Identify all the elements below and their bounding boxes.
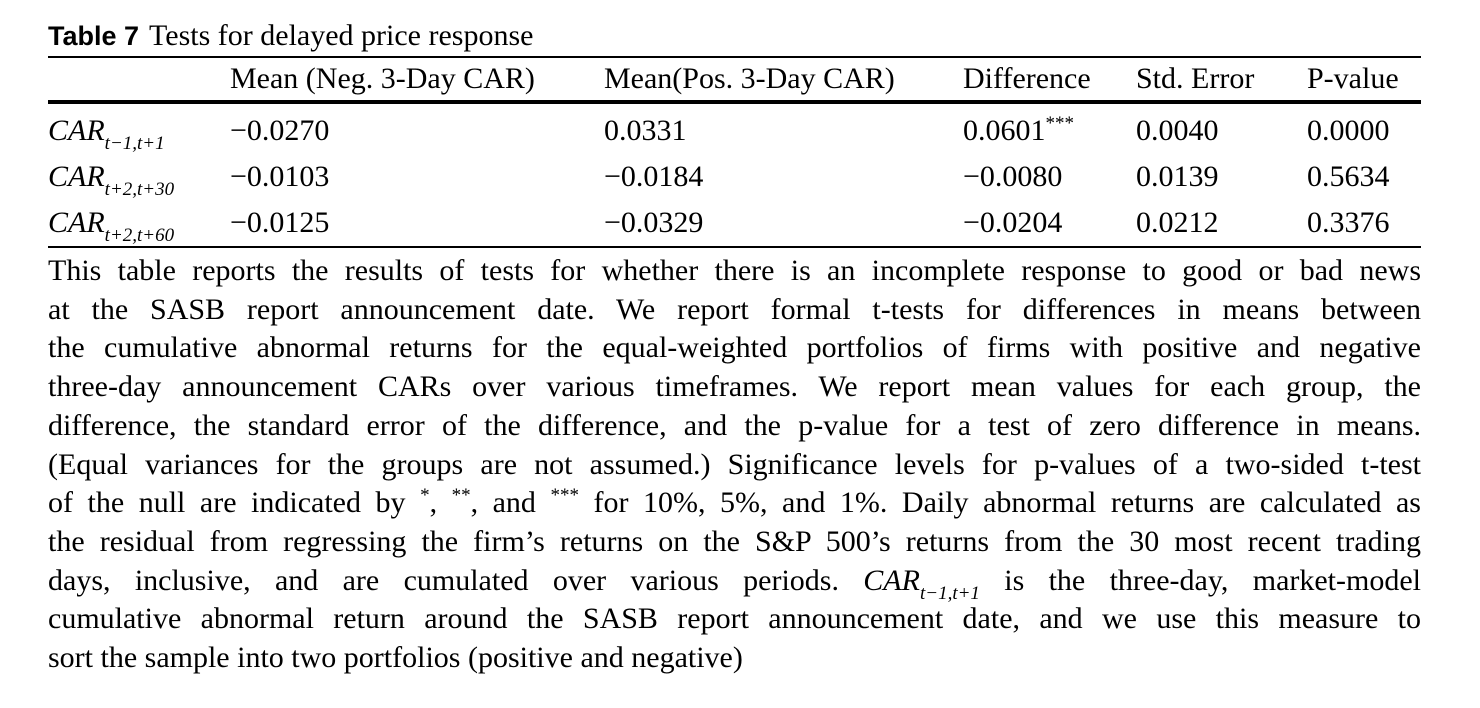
note-line: at the SASB report announcement date. We…	[48, 292, 1421, 326]
table-caption: Table 7 Tests for delayed price response	[48, 18, 1421, 54]
note-line: difference, the standard error of the di…	[48, 408, 1421, 442]
table-header-row: Mean (Neg. 3-Day CAR) Mean(Pos. 3-Day CA…	[48, 57, 1421, 102]
cell-mean-pos: −0.0184	[604, 160, 704, 193]
header-p-value: P-value	[1307, 62, 1399, 95]
cell-std-error: 0.0139	[1136, 160, 1219, 193]
note-line: This table reports the results of tests …	[48, 254, 1421, 287]
table-row: CARt+2,t+60 −0.0125 −0.0329 −0.0204 0.02…	[48, 200, 1421, 247]
note-line: three-day announcement CARs over various…	[48, 370, 1421, 404]
cell-mean-neg: −0.0103	[230, 160, 330, 193]
cell-mean-neg: −0.0125	[230, 206, 330, 239]
row-variable: CARt−1,t+1	[48, 114, 165, 154]
table-figure: Table 7 Tests for delayed price response …	[48, 18, 1421, 678]
table-note: This table reports the results of tests …	[48, 252, 1421, 678]
cell-p-value: 0.5634	[1307, 160, 1390, 193]
note-line: of the null are indicated by *, **, and …	[48, 485, 1421, 520]
cell-p-value: 0.0000	[1307, 114, 1390, 147]
table-title: Tests for delayed price response	[149, 19, 534, 52]
cell-mean-pos: 0.0331	[604, 114, 687, 147]
cell-std-error: 0.0040	[1136, 114, 1219, 147]
header-difference: Difference	[963, 62, 1091, 95]
row-variable: CARt+2,t+30	[48, 160, 175, 200]
cell-difference: 0.0601***	[963, 113, 1075, 147]
note-line: (Equal variances for the groups are not …	[48, 447, 1421, 481]
results-table: Mean (Neg. 3-Day CAR) Mean(Pos. 3-Day CA…	[48, 56, 1421, 248]
table-label: Table 7	[48, 21, 140, 51]
cell-std-error: 0.0212	[1136, 206, 1219, 239]
table-row: CARt+2,t+30 −0.0103 −0.0184 −0.0080 0.01…	[48, 154, 1421, 200]
note-line: days, inclusive, and are cumulated over …	[48, 563, 1421, 604]
note-line: sort the sample into two portfolios (pos…	[48, 641, 743, 675]
row-variable: CARt+2,t+60	[48, 206, 175, 246]
header-empty	[48, 57, 230, 102]
cell-difference: −0.0204	[963, 206, 1063, 239]
significance-stars: ***	[1045, 113, 1075, 134]
table-row: CARt−1,t+1 −0.0270 0.0331 0.0601*** 0.00…	[48, 102, 1421, 154]
header-std-error: Std. Error	[1136, 62, 1255, 95]
header-mean-pos: Mean(Pos. 3-Day CAR)	[604, 62, 895, 95]
header-mean-neg: Mean (Neg. 3-Day CAR)	[230, 62, 535, 95]
note-line: cumulative abnormal return around the SA…	[48, 602, 1421, 636]
cell-mean-pos: −0.0329	[604, 206, 704, 239]
cell-mean-neg: −0.0270	[230, 114, 330, 147]
note-line: the cumulative abnormal returns for the …	[48, 331, 1421, 365]
cell-p-value: 0.3376	[1307, 206, 1390, 239]
cell-difference: −0.0080	[963, 160, 1063, 193]
note-line: the residual from regressing the firm’s …	[48, 524, 1421, 558]
